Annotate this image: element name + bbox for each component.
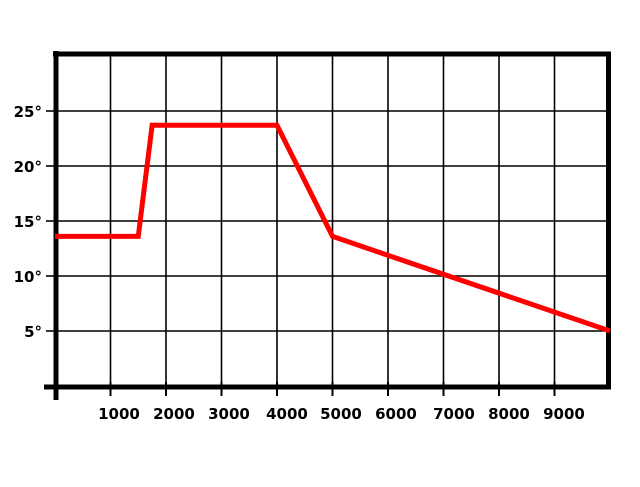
x-tick-label-1000: 1000 xyxy=(98,405,140,423)
x-tick-label-2000: 2000 xyxy=(153,405,195,423)
x-axis-labels: 1000 2000 3000 4000 5000 6000 7000 8000 … xyxy=(98,405,585,423)
y-tick-label-25: 25° xyxy=(14,103,42,121)
y-tick-label-5: 5° xyxy=(24,323,42,341)
x-tick-label-9000: 9000 xyxy=(543,405,585,423)
data-series-line xyxy=(55,122,611,334)
x-tick-label-6000: 6000 xyxy=(375,405,417,423)
y-tick-label-20: 20° xyxy=(14,158,42,176)
x-tick-label-8000: 8000 xyxy=(488,405,530,423)
vertical-gridlines xyxy=(109,53,556,388)
y-axis-labels: 25° 20° 15° 10° 5° xyxy=(14,103,42,341)
x-tick-label-4000: 4000 xyxy=(266,405,308,423)
y-tick-label-10: 10° xyxy=(14,268,42,286)
y-tick-label-15: 15° xyxy=(14,213,42,231)
x-tick-label-7000: 7000 xyxy=(433,405,475,423)
y-tick-marks xyxy=(46,110,58,332)
x-tick-marks xyxy=(109,382,556,396)
x-tick-label-5000: 5000 xyxy=(320,405,362,423)
x-tick-label-3000: 3000 xyxy=(208,405,250,423)
